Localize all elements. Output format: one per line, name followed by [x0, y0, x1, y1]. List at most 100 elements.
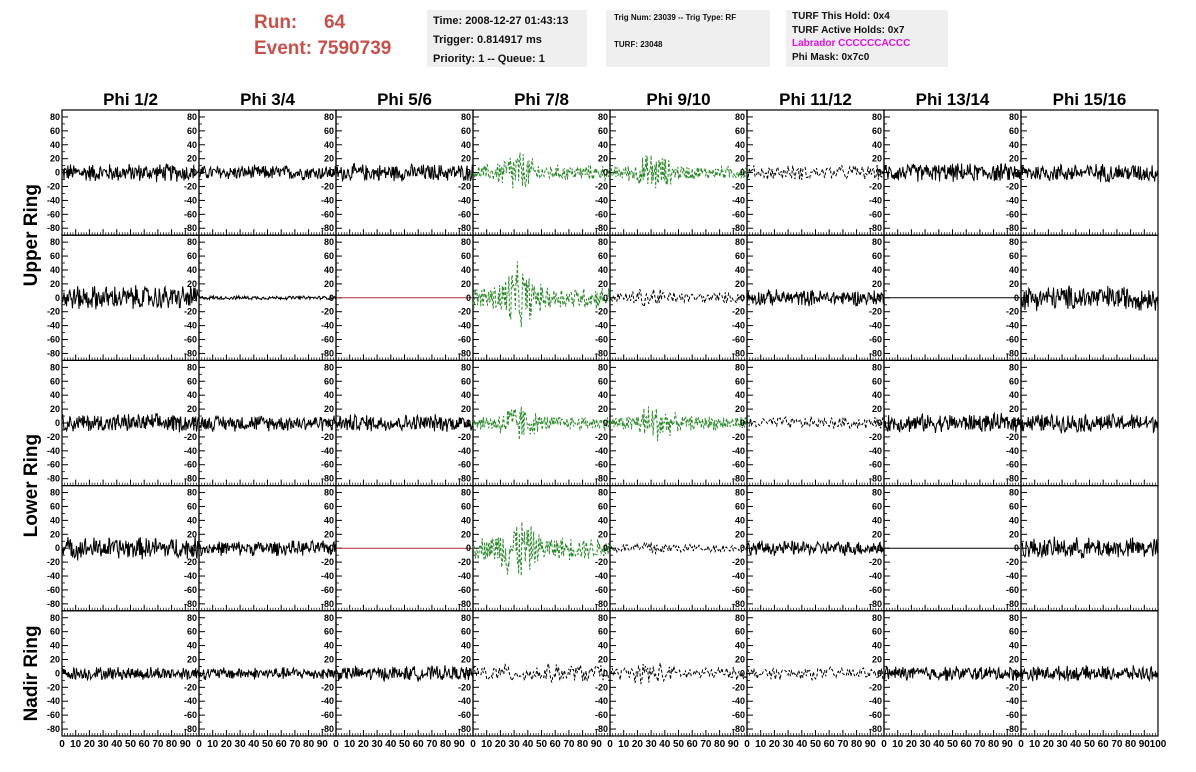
x-tick-label: 30: [646, 739, 658, 750]
y-tick-label: -80: [595, 599, 608, 609]
waveform-trace: [883, 411, 1022, 433]
x-tick-label: 40: [796, 739, 808, 750]
y-tick-label: 20: [187, 154, 197, 164]
waveform-trace: [61, 412, 200, 433]
x-tick-label: 10: [618, 739, 630, 750]
y-tick-label: -80: [869, 348, 882, 358]
y-tick-label: -80: [458, 223, 471, 233]
waveform-trace: [472, 521, 611, 577]
y-tick-label: 40: [598, 265, 608, 275]
y-tick-label: -80: [458, 599, 471, 609]
y-tick-label: -60: [184, 710, 197, 720]
y-tick-label: -60: [595, 710, 608, 720]
y-tick-label: -80: [1006, 223, 1019, 233]
y-tick-label: 60: [735, 627, 745, 637]
y-tick-label: 20: [461, 279, 471, 289]
panel-frame: [472, 109, 611, 236]
x-tick-label: 0: [470, 739, 476, 750]
x-tick-label: 80: [166, 739, 178, 750]
waveform-grid: Phi 1/2 Phi 3/4 Phi 5/6 Phi 7/8 Phi 9/10 Phi …: [21, 90, 1167, 750]
y-tick-label: 0: [1014, 418, 1019, 428]
y-tick-label: -40: [321, 321, 334, 331]
y-tick-label: -40: [1006, 321, 1019, 331]
waveform-trace: [609, 662, 748, 685]
y-tick-label: 0: [466, 293, 471, 303]
y-tick-label: -60: [458, 209, 471, 219]
y-tick-label: 40: [735, 390, 745, 400]
y-tick-label: -60: [1006, 335, 1019, 345]
x-tick-label: 70: [426, 739, 438, 750]
x-tick-label: 20: [769, 739, 781, 750]
y-tick-label: 40: [1009, 390, 1019, 400]
waveform-trace: [1020, 285, 1159, 312]
y-tick-label: -40: [1006, 446, 1019, 456]
y-tick-label: -20: [732, 557, 745, 567]
y-tick-label: 40: [461, 515, 471, 525]
x-tick-label: 50: [262, 739, 274, 750]
waveform-trace: [61, 285, 200, 310]
x-tick-label: 10: [344, 739, 356, 750]
x-tick-label: 70: [1111, 739, 1123, 750]
y-tick-label: 0: [55, 418, 60, 428]
x-tick-label: 30: [509, 739, 521, 750]
labrador-text: Labrador CCCCCCACCC: [792, 38, 911, 49]
phi-column-title: Phi 1/2: [103, 90, 158, 109]
y-tick-label: 20: [598, 529, 608, 539]
y-tick-label: -80: [184, 599, 197, 609]
y-tick-label: -80: [458, 474, 471, 484]
trigger-text: Trigger: 0.814917 ms: [433, 34, 542, 46]
y-tick-label: 60: [324, 251, 334, 261]
y-tick-label: 20: [461, 154, 471, 164]
x-tick-label: 20: [906, 739, 918, 750]
y-tick-label: 20: [872, 154, 882, 164]
y-tick-label: -60: [869, 335, 882, 345]
waveform-trace: [61, 536, 200, 561]
x-tick-label: 70: [974, 739, 986, 750]
y-tick-label: 0: [192, 418, 197, 428]
y-tick-label: -60: [732, 209, 745, 219]
y-tick-label: -60: [47, 209, 60, 219]
y-tick-label: 0: [1014, 668, 1019, 678]
y-tick-label: 40: [461, 265, 471, 275]
y-tick-label: -20: [1006, 307, 1019, 317]
y-tick-label: -40: [184, 696, 197, 706]
y-tick-label: -60: [595, 335, 608, 345]
y-tick-label: 0: [877, 418, 882, 428]
y-tick-label: 0: [740, 168, 745, 178]
y-tick-label: 40: [187, 515, 197, 525]
y-tick-label: -60: [1006, 209, 1019, 219]
y-tick-label: 40: [461, 641, 471, 651]
y-tick-label: -80: [184, 223, 197, 233]
y-tick-label: -20: [1006, 682, 1019, 692]
y-tick-label: 40: [735, 641, 745, 651]
y-tick-label: 20: [50, 279, 60, 289]
waveform-trace: [1020, 665, 1159, 682]
x-tick-label: 50: [947, 739, 959, 750]
x-tick-label: 30: [372, 739, 384, 750]
y-tick-label: 40: [1009, 140, 1019, 150]
y-tick-label: 80: [735, 112, 745, 122]
y-tick-label: 60: [461, 376, 471, 386]
y-tick-label: 60: [598, 126, 608, 136]
y-tick-label: 80: [872, 112, 882, 122]
waveform-trace: [746, 289, 885, 307]
y-tick-label: -60: [47, 585, 60, 595]
y-tick-label: -60: [458, 335, 471, 345]
waveform-trace: [335, 413, 474, 432]
x-tick-label: 0: [59, 739, 65, 750]
y-tick-label: 80: [50, 362, 60, 372]
phi-column-title: Phi 5/6: [377, 90, 432, 109]
y-tick-label: 0: [466, 668, 471, 678]
run-value: 64: [324, 12, 346, 33]
y-tick-label: -60: [184, 460, 197, 470]
ring-label: Upper Ring: [21, 184, 42, 286]
y-tick-label: -20: [869, 432, 882, 442]
waveform-trace: [609, 289, 748, 309]
y-tick-label: -60: [869, 585, 882, 595]
y-tick-label: 60: [872, 627, 882, 637]
y-tick-label: -60: [732, 335, 745, 345]
y-tick-label: 40: [872, 641, 882, 651]
x-tick-label: 50: [125, 739, 137, 750]
y-tick-label: -20: [184, 307, 197, 317]
y-tick-label: 60: [598, 376, 608, 386]
